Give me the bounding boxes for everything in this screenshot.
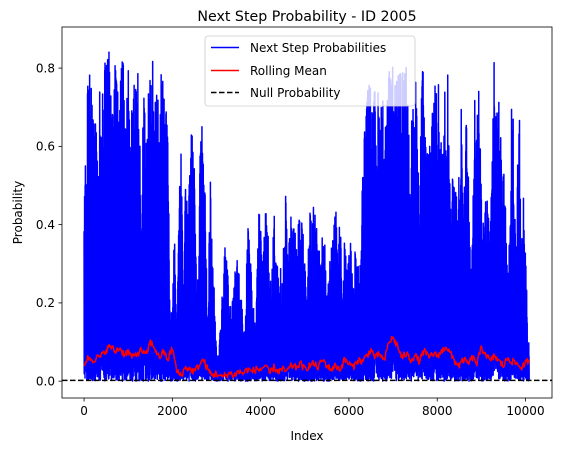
legend-box — [204, 35, 416, 107]
x-tick-label: 2000 — [157, 404, 188, 418]
chart-title: Next Step Probability - ID 2005 — [197, 9, 416, 25]
y-tick-label: 0.6 — [36, 140, 55, 154]
x-tick-label: 0 — [80, 404, 88, 418]
legend-label-null-probability: Null Probability — [250, 86, 341, 100]
x-tick-label: 8000 — [422, 404, 453, 418]
legend: Next Step Probabilities Rolling Mean Nul… — [204, 35, 416, 107]
y-tick-label: 0.2 — [36, 296, 55, 310]
series-rolling-mean-line — [83, 336, 530, 379]
series-next-step-probabilities-line — [83, 51, 530, 382]
x-tick-label: 10000 — [506, 404, 544, 418]
x-tick-label: 4000 — [245, 404, 276, 418]
y-tick-label: 0.8 — [36, 61, 55, 75]
legend-label-rolling-mean: Rolling Mean — [250, 64, 327, 78]
y-axis: 0.0 0.2 0.4 0.6 0.8 — [36, 61, 62, 388]
y-tick-label: 0.0 — [36, 374, 55, 388]
plot-area — [62, 51, 552, 382]
axes-frame — [61, 26, 553, 399]
x-axis: 0 2000 4000 6000 8000 10000 — [80, 398, 545, 418]
y-axis-label: Probability — [11, 181, 25, 244]
x-tick-label: 6000 — [334, 404, 365, 418]
legend-label-next-step-probabilities: Next Step Probabilities — [250, 41, 386, 55]
x-axis-label: Index — [290, 429, 323, 443]
y-tick-label: 0.4 — [36, 218, 55, 232]
